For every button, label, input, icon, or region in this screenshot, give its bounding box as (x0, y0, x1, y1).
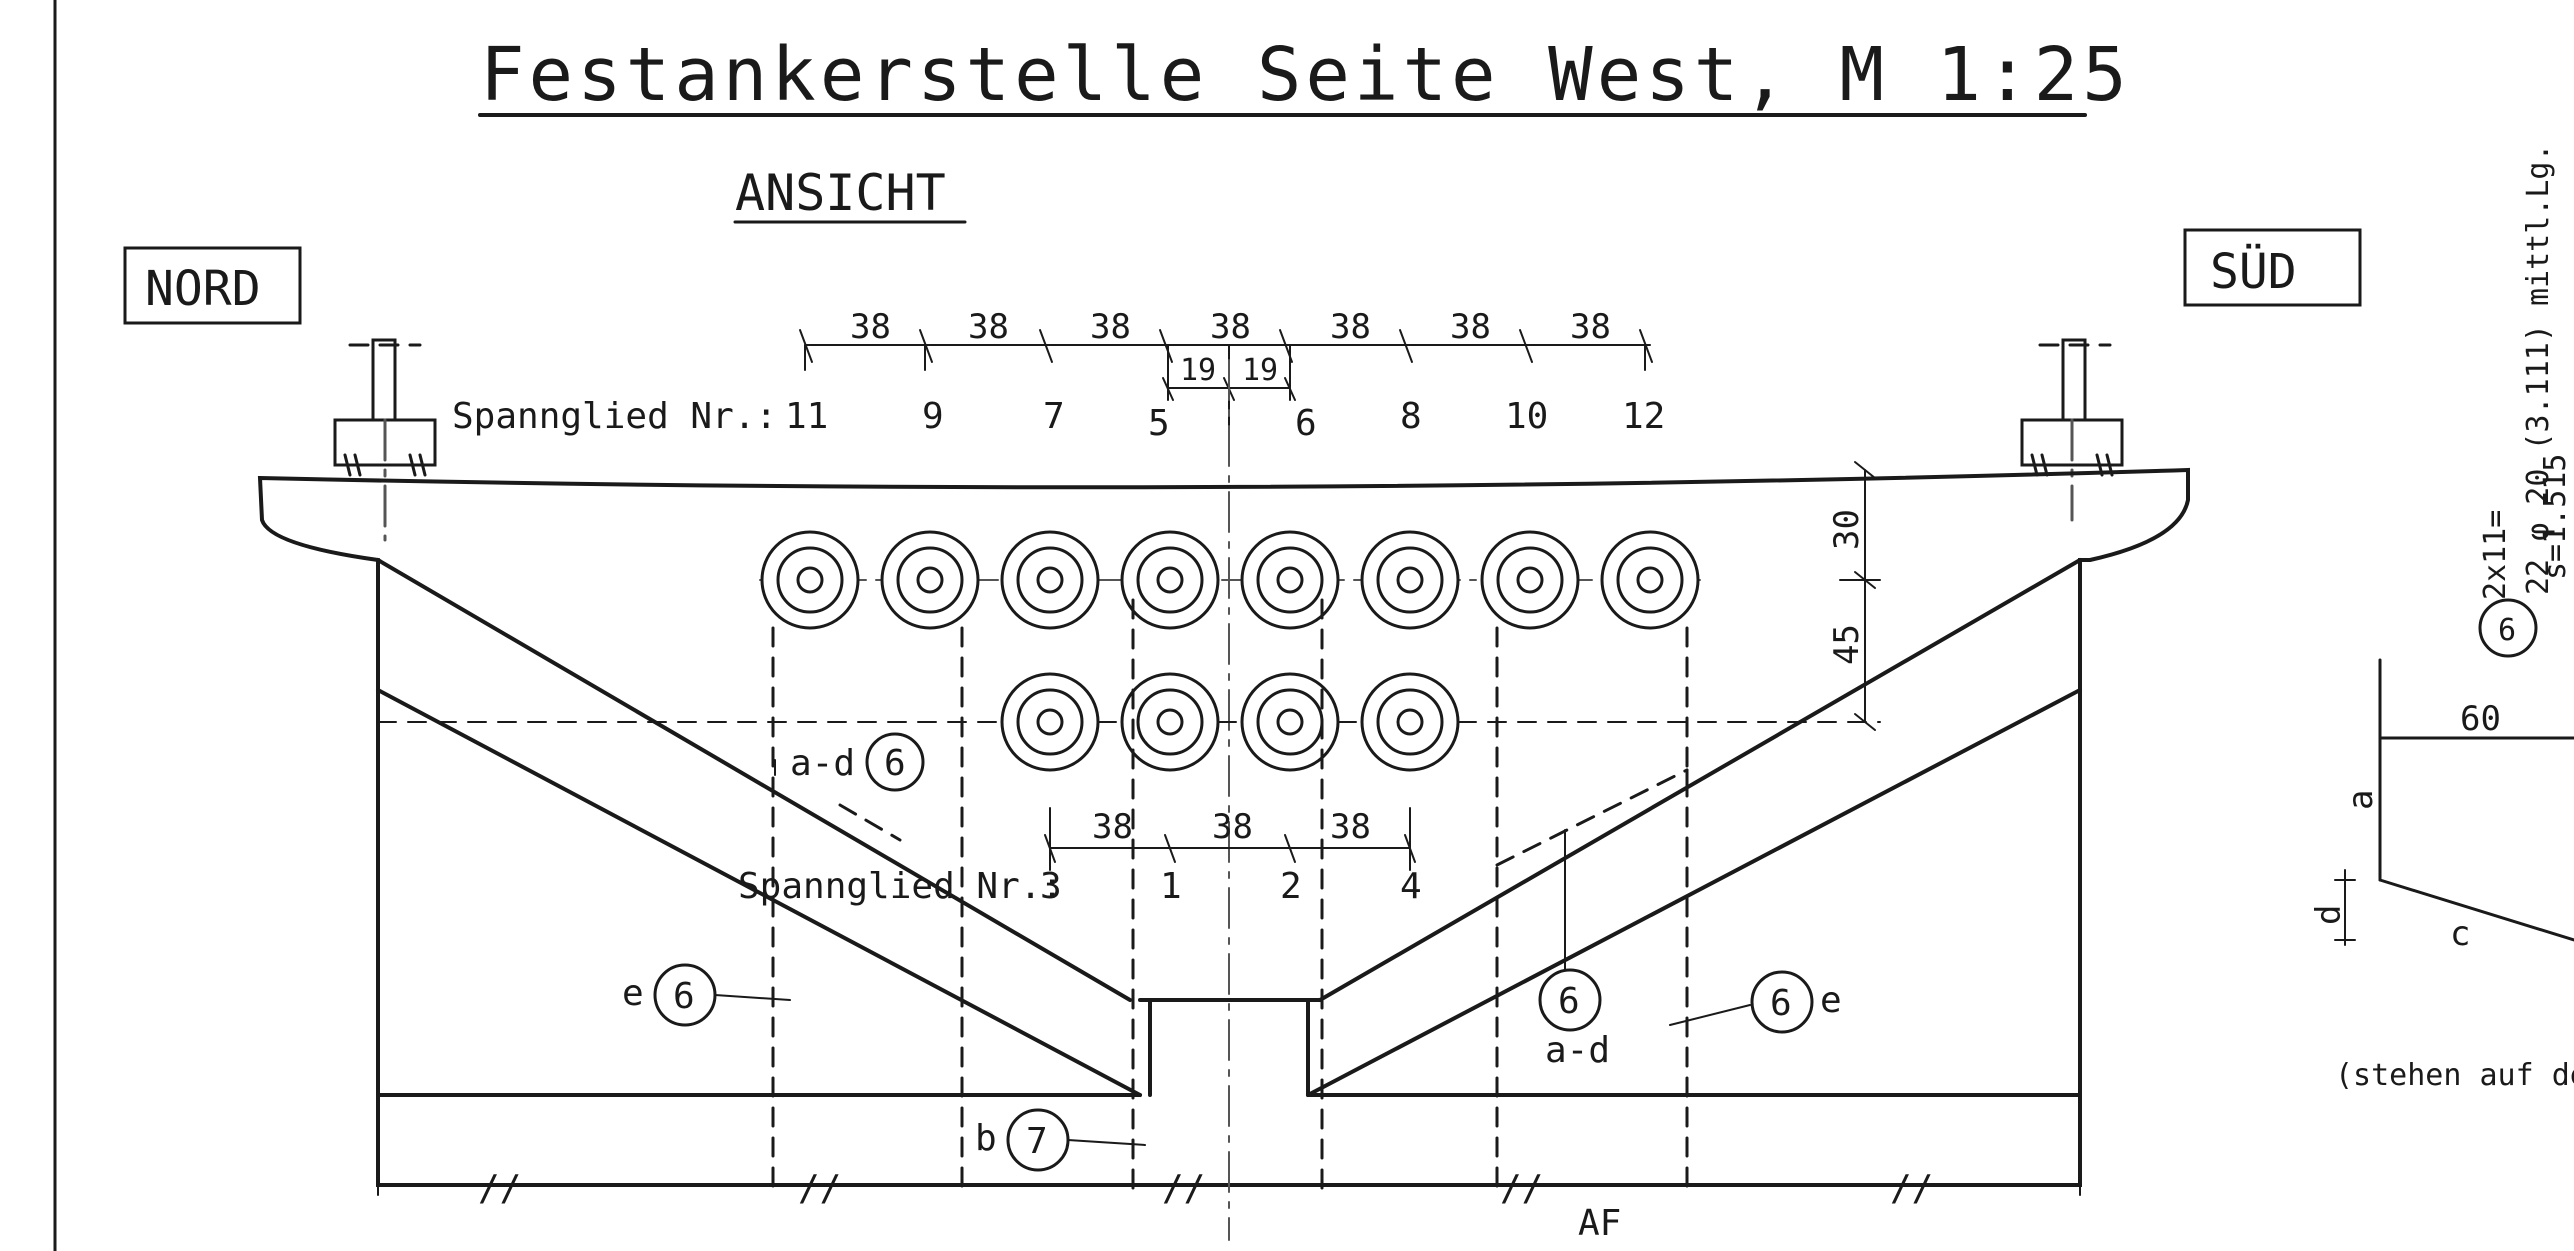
tendon-number: 11 (785, 396, 828, 437)
anchor-upper-7 (1000, 530, 1100, 630)
bearing-right (2020, 338, 2124, 522)
break-mark: // (798, 1168, 841, 1209)
tendon-number: 3 (1040, 866, 1062, 907)
tendon-number: 10 (1505, 396, 1548, 437)
lower-row-label: Spannglied Nr.: (738, 866, 1063, 907)
spacing-label: 38 (850, 307, 891, 347)
svg-text:e: e (622, 973, 644, 1014)
tendon-number: 7 (1043, 396, 1065, 437)
anchor-upper-10 (1480, 530, 1580, 630)
tendon-number: 1 (1160, 866, 1182, 907)
spacing-label: 38 (1570, 307, 1611, 347)
anchor-upper-6 (1240, 530, 1340, 630)
lower-spacing-label: 38 (1092, 807, 1133, 847)
spacing-label: 38 (1210, 307, 1251, 347)
bar-mark-6-ad-right: 6 a-d (1538, 829, 1610, 1071)
sud-box (2183, 228, 2362, 307)
svg-text:6: 6 (673, 976, 695, 1017)
lower-spacing-label: 38 (1212, 807, 1253, 847)
vertical-dim-label: 30 (1827, 509, 1867, 550)
tendon-number: 12 (1622, 396, 1665, 437)
anchor-upper-8 (1360, 530, 1460, 630)
side-note-spacing: s=1.515 (2538, 454, 2573, 580)
vertical-dim-label: 45 (1827, 624, 1867, 665)
nord-label: NORD (145, 261, 261, 317)
side-note-count: 2x11= (2478, 510, 2513, 600)
tendon-number: 4 (1400, 866, 1422, 907)
bar-mark-6e-right: 6 e (1669, 970, 1842, 1034)
side-note-mark: 6 (2498, 613, 2516, 648)
break-mark: // (478, 1168, 521, 1209)
drawing-title: Festankerstelle Seite West, M 1:25 (480, 32, 2131, 118)
tendon-number: 6 (1295, 403, 1317, 444)
upper-row-label: Spannglied Nr.: (452, 396, 777, 437)
svg-text:6: 6 (1558, 981, 1580, 1022)
anchor-lower-1 (1120, 672, 1220, 772)
nord-box (123, 246, 302, 325)
svg-text:e: e (1820, 980, 1842, 1021)
svg-text:6: 6 (1770, 983, 1792, 1024)
side-note-d: d (2309, 905, 2349, 925)
spacing-label: 38 (1330, 307, 1371, 347)
svg-text:7: 7 (1026, 1121, 1048, 1162)
svg-text:a-d: a-d (790, 743, 855, 784)
cross-section-outline (257, 467, 2190, 1187)
spacing-label: 19 (1180, 353, 1216, 388)
svg-text:b: b (975, 1118, 997, 1159)
side-note-bars: 22 φ 20 (3.111) mittl.Lg. (2521, 143, 2556, 595)
bearing-left (333, 338, 437, 542)
tendon-number: 9 (922, 396, 944, 437)
side-note-dim: 60 (2460, 699, 2501, 739)
spacing-label: 38 (1090, 307, 1131, 347)
anchor-upper-11 (760, 530, 860, 630)
reinforcement-dashed-lines (771, 598, 1689, 1192)
vertical-dimension (1839, 461, 1881, 731)
tendon-number: 8 (1400, 396, 1422, 437)
axis-label: AF (1578, 1203, 1621, 1244)
bar-mark-e6-left: e 6 (622, 963, 791, 1027)
break-mark: // (1162, 1168, 1205, 1209)
anchor-lower-4 (1360, 672, 1460, 772)
svg-text:6: 6 (884, 743, 906, 784)
bar-mark-b7: b 7 (975, 1108, 1146, 1172)
side-note: 2x11= 6 22 φ 20 (3.111) mittl.Lg. s=1.51… (2309, 143, 2574, 1093)
anchor-lower-3 (1000, 672, 1100, 772)
side-note-c: c (2450, 914, 2470, 954)
svg-text:a-d: a-d (1545, 1030, 1610, 1071)
anchor-lower-2 (1240, 672, 1340, 772)
break-mark: // (1500, 1168, 1543, 1209)
view-subtitle: ANSICHT (735, 164, 946, 222)
side-note-footnote: (stehen auf der (2335, 1058, 2574, 1093)
spacing-label: 38 (968, 307, 1009, 347)
spacing-label: 38 (1450, 307, 1491, 347)
tendon-number: 2 (1280, 866, 1302, 907)
side-note-a: a (2341, 790, 2381, 810)
spacing-label: 19 (1242, 353, 1278, 388)
anchor-upper-5 (1120, 530, 1220, 630)
anchor-upper-9 (880, 530, 980, 630)
anchor-upper-12 (1600, 530, 1700, 630)
break-mark: // (1890, 1168, 1933, 1209)
upper-dimension-chain: 38 38 38 38 38 38 38 19 19 (799, 307, 1653, 441)
bottom-break-line (377, 1184, 2081, 1196)
lower-dimension-chain (1044, 807, 1416, 871)
lower-spacing-label: 38 (1330, 807, 1371, 847)
bar-mark-6-ad-left: 6 a-d (774, 732, 925, 792)
tendon-number: 5 (1148, 403, 1170, 444)
sud-label: SÜD (2210, 244, 2297, 300)
